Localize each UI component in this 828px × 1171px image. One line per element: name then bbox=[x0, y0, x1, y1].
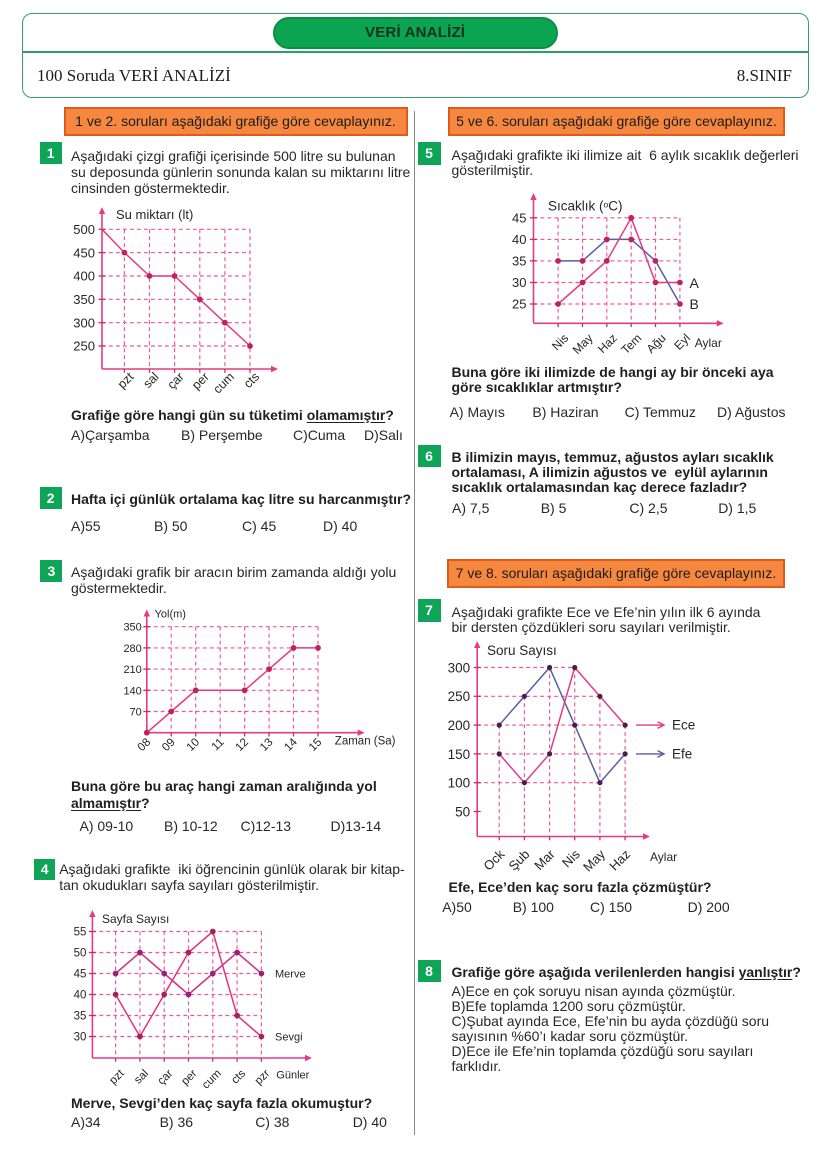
svg-text:cum: cum bbox=[210, 370, 237, 397]
svg-text:per: per bbox=[189, 370, 212, 393]
svg-text:25: 25 bbox=[512, 297, 526, 312]
svg-text:Haz: Haz bbox=[595, 331, 620, 356]
svg-text:Ağu: Ağu bbox=[644, 331, 669, 356]
svg-text:Günler: Günler bbox=[276, 1070, 309, 1082]
svg-text:70: 70 bbox=[130, 707, 142, 719]
svg-text:210: 210 bbox=[123, 664, 141, 676]
svg-text:55: 55 bbox=[74, 927, 87, 939]
svg-text:300: 300 bbox=[448, 660, 471, 675]
svg-text:Efe: Efe bbox=[672, 746, 692, 761]
svg-text:cts: cts bbox=[241, 370, 262, 391]
svg-text:Nis: Nis bbox=[549, 331, 571, 353]
svg-text:Aylar: Aylar bbox=[695, 336, 722, 350]
svg-text:50: 50 bbox=[455, 804, 470, 819]
svg-text:200: 200 bbox=[448, 718, 471, 733]
svg-text:Nis: Nis bbox=[559, 846, 583, 870]
svg-text:Sevgi: Sevgi bbox=[275, 1032, 303, 1044]
svg-text:Yol(m): Yol(m) bbox=[155, 609, 186, 621]
svg-text:cum: cum bbox=[200, 1068, 224, 1092]
svg-text:Haz: Haz bbox=[606, 847, 633, 874]
svg-text:Sıcaklık (oC): Sıcaklık (oC) bbox=[548, 199, 623, 214]
svg-text:sal: sal bbox=[140, 370, 161, 391]
svg-text:300: 300 bbox=[73, 315, 95, 330]
svg-text:35: 35 bbox=[512, 254, 526, 269]
svg-text:350: 350 bbox=[123, 622, 141, 634]
svg-text:12: 12 bbox=[233, 736, 251, 754]
svg-text:450: 450 bbox=[73, 245, 95, 260]
svg-text:10: 10 bbox=[185, 736, 203, 754]
svg-text:Ock: Ock bbox=[480, 846, 507, 873]
svg-text:250: 250 bbox=[448, 689, 471, 704]
svg-text:Zaman (Sa): Zaman (Sa) bbox=[335, 736, 396, 748]
svg-text:B: B bbox=[690, 296, 699, 312]
svg-text:150: 150 bbox=[448, 747, 471, 762]
svg-text:pzr: pzr bbox=[253, 1068, 273, 1088]
svg-text:pzt: pzt bbox=[107, 1067, 127, 1087]
svg-text:11: 11 bbox=[210, 736, 227, 753]
svg-text:sal: sal bbox=[132, 1068, 151, 1087]
svg-text:140: 140 bbox=[123, 685, 141, 697]
svg-text:Soru Sayısı: Soru Sayısı bbox=[487, 643, 557, 658]
svg-text:Şub: Şub bbox=[506, 847, 533, 874]
svg-text:45: 45 bbox=[74, 969, 87, 981]
svg-text:500: 500 bbox=[73, 222, 95, 237]
svg-text:250: 250 bbox=[73, 339, 95, 354]
svg-text:cts: cts bbox=[229, 1067, 248, 1086]
svg-text:08: 08 bbox=[136, 736, 154, 754]
svg-text:çar: çar bbox=[156, 1068, 176, 1088]
svg-text:50: 50 bbox=[74, 948, 87, 960]
svg-text:35: 35 bbox=[74, 1011, 87, 1023]
svg-text:Sayfa Sayısı: Sayfa Sayısı bbox=[102, 912, 169, 926]
svg-text:100: 100 bbox=[448, 776, 471, 791]
svg-text:Eyl: Eyl bbox=[671, 331, 693, 353]
svg-text:pzt: pzt bbox=[115, 369, 137, 391]
svg-text:280: 280 bbox=[123, 643, 141, 655]
svg-text:09: 09 bbox=[160, 736, 178, 754]
svg-text:13: 13 bbox=[258, 736, 276, 754]
svg-text:Tem: Tem bbox=[618, 331, 644, 357]
svg-text:A: A bbox=[690, 275, 700, 291]
svg-text:350: 350 bbox=[73, 292, 95, 307]
svg-text:Aylar: Aylar bbox=[650, 850, 677, 864]
svg-text:per: per bbox=[179, 1068, 199, 1088]
svg-text:Ece: Ece bbox=[672, 718, 695, 733]
svg-text:40: 40 bbox=[74, 990, 87, 1002]
svg-text:45: 45 bbox=[512, 211, 526, 226]
svg-text:May: May bbox=[570, 331, 596, 357]
svg-text:30: 30 bbox=[74, 1032, 87, 1044]
svg-text:400: 400 bbox=[73, 269, 95, 284]
svg-text:30: 30 bbox=[512, 275, 526, 290]
svg-text:çar: çar bbox=[165, 370, 187, 392]
svg-text:40: 40 bbox=[512, 232, 526, 247]
svg-text:15: 15 bbox=[307, 736, 325, 754]
svg-text:14: 14 bbox=[282, 736, 300, 754]
svg-text:Su miktarı (lt): Su miktarı (lt) bbox=[116, 207, 193, 222]
svg-text:Mar: Mar bbox=[531, 846, 558, 873]
svg-text:Merve: Merve bbox=[275, 969, 306, 981]
svg-text:May: May bbox=[580, 846, 608, 874]
